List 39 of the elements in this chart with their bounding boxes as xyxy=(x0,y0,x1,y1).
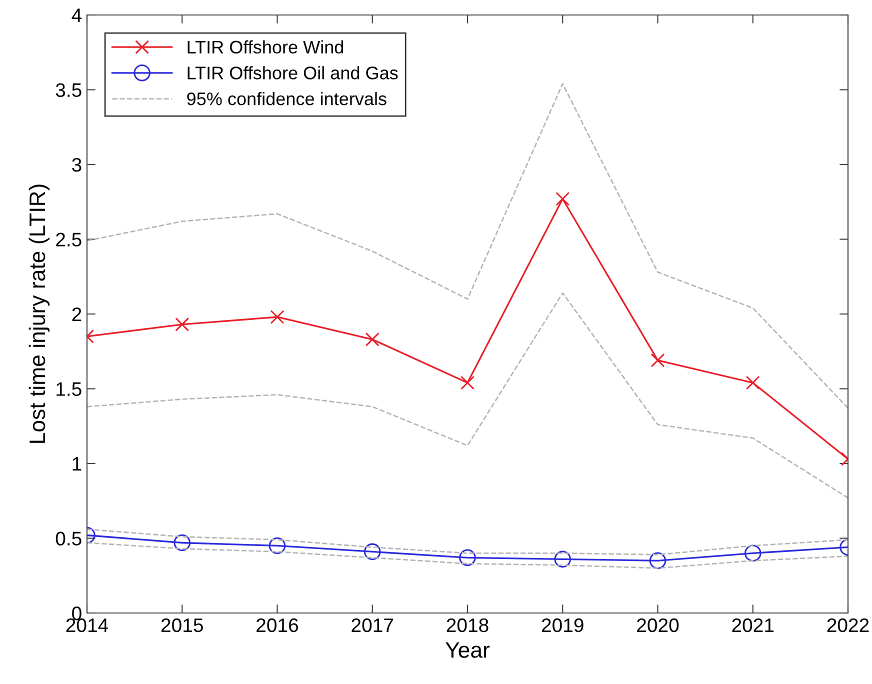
x-tick-label: 2020 xyxy=(637,618,679,632)
y-tick-label: 1 xyxy=(72,457,82,471)
x-tick-label: 2021 xyxy=(732,618,774,632)
point xyxy=(364,543,381,560)
point xyxy=(554,550,572,568)
x-tick-label: 2015 xyxy=(161,618,203,632)
x-tick-label: 2022 xyxy=(827,618,869,632)
y-tick-label: 0 xyxy=(72,606,82,620)
point xyxy=(175,317,190,332)
point xyxy=(270,310,284,324)
point xyxy=(649,552,666,570)
point xyxy=(746,376,760,390)
point xyxy=(459,549,476,566)
point xyxy=(650,353,665,368)
point xyxy=(268,537,286,554)
line-series xyxy=(87,292,848,499)
point xyxy=(744,544,762,562)
y-tick-label: 3.5 xyxy=(56,83,82,97)
y-tick-label: 1.5 xyxy=(56,382,82,396)
point xyxy=(174,534,191,552)
y-axis-title: Lost time injury rate (LTIR) xyxy=(28,184,50,443)
point xyxy=(365,332,380,346)
point xyxy=(556,192,570,206)
y-tick-label: 3 xyxy=(72,158,82,172)
legend-label: 95% confidence intervals xyxy=(187,92,386,106)
x-tick-label: 2018 xyxy=(446,618,488,632)
legend-label: LTIR Offshore Wind xyxy=(188,40,344,54)
line-series xyxy=(87,83,848,409)
y-tick-label: 4 xyxy=(72,8,82,22)
y-tick-label: 2 xyxy=(72,307,82,322)
y-tick-label: 0.5 xyxy=(56,532,82,546)
legend-label: LTIR Offshore Oil and Gas xyxy=(188,66,398,80)
point xyxy=(460,376,475,390)
x-tick-label: 2014 xyxy=(66,618,108,632)
y-tick-label: 2.5 xyxy=(56,232,82,246)
x-axis-title: Year xyxy=(446,642,490,658)
x-tick-label: 2017 xyxy=(352,618,394,632)
x-tick-label: 2019 xyxy=(542,618,584,632)
x-tick-label: 2016 xyxy=(256,618,298,632)
